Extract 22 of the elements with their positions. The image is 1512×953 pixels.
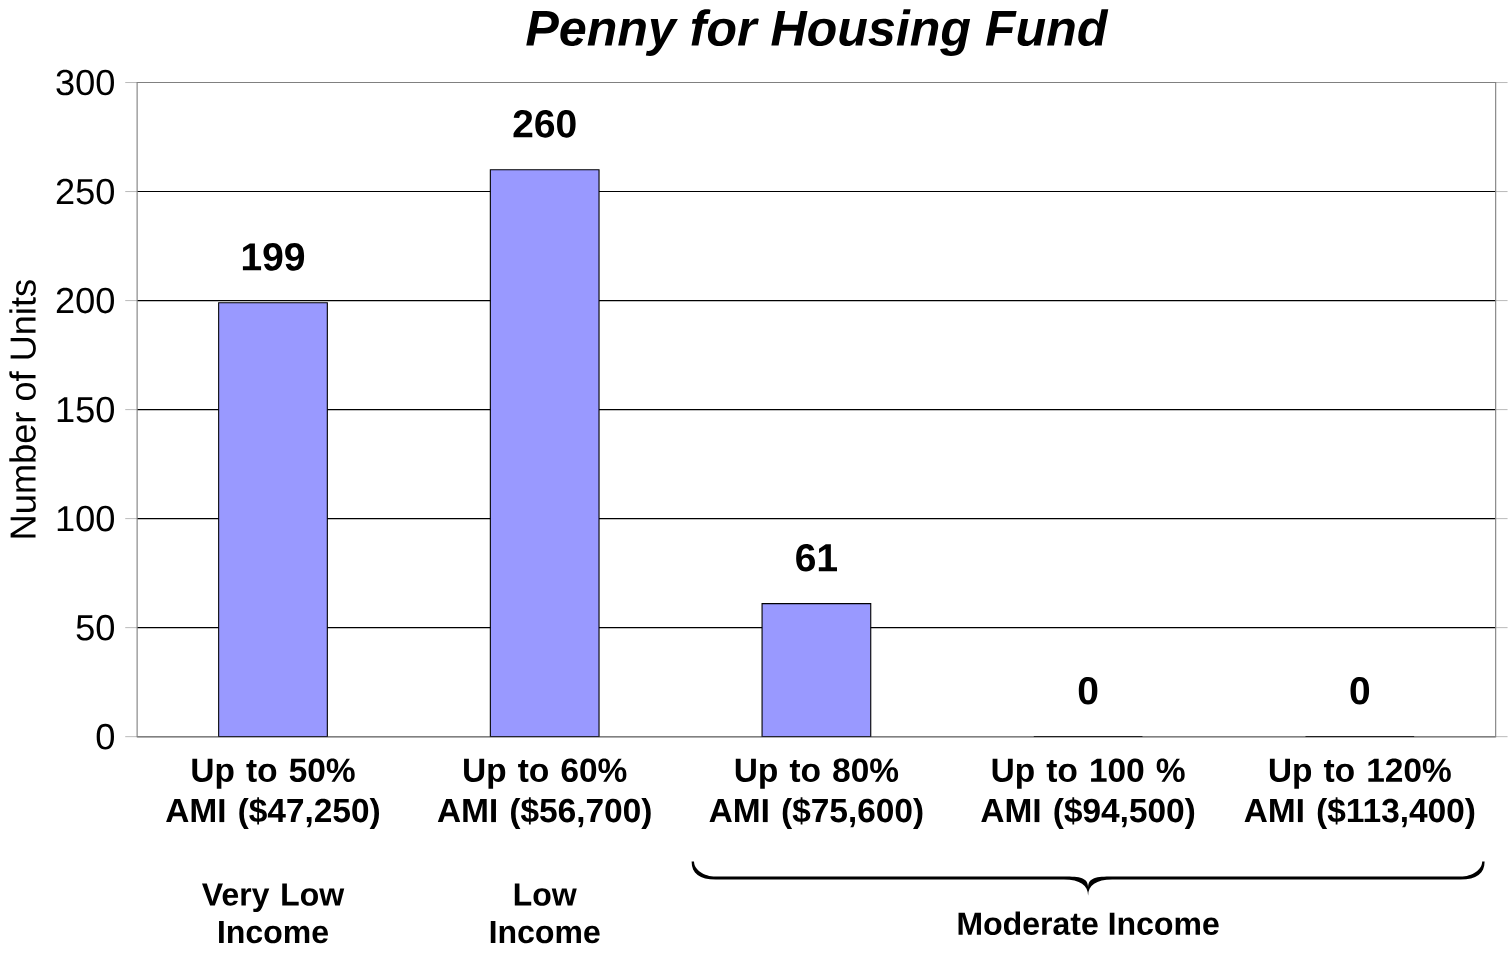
x-tick-label: Up to 60% AMI ($56,700) bbox=[437, 758, 651, 830]
y-tick-label: 100 bbox=[57, 506, 114, 532]
data-label: 0 bbox=[1350, 677, 1370, 705]
text: Moderate Income bbox=[958, 911, 1219, 936]
y-tick-label: 0 bbox=[96, 724, 114, 750]
data-label: 61 bbox=[796, 544, 838, 572]
data-label: 0 bbox=[1078, 677, 1098, 705]
y-tick-label: 150 bbox=[57, 396, 114, 423]
y-tick-label: 300 bbox=[56, 69, 114, 96]
x-tick-label: Up to 50% AMI ($47,250) bbox=[166, 758, 380, 830]
x-tick-label: Up to 100 % AMI ($94,500) bbox=[981, 758, 1195, 830]
y-tick-label: 50 bbox=[76, 615, 114, 641]
data-label: 260 bbox=[513, 110, 576, 138]
y-tick-label: 200 bbox=[56, 287, 114, 314]
y-axis-title: Number of Units bbox=[9, 280, 36, 538]
y-tick-label: 250 bbox=[56, 178, 114, 205]
x-tick-label: Up to 80% AMI ($75,600) bbox=[709, 758, 923, 830]
text: Low Income bbox=[490, 883, 600, 944]
text: Very Low Income bbox=[202, 883, 345, 944]
data-label: 199 bbox=[242, 243, 305, 271]
x-tick-label: Up to 120% AMI ($113,400) bbox=[1244, 758, 1475, 830]
chart-title: Penny for Housing Fund bbox=[526, 9, 1109, 57]
